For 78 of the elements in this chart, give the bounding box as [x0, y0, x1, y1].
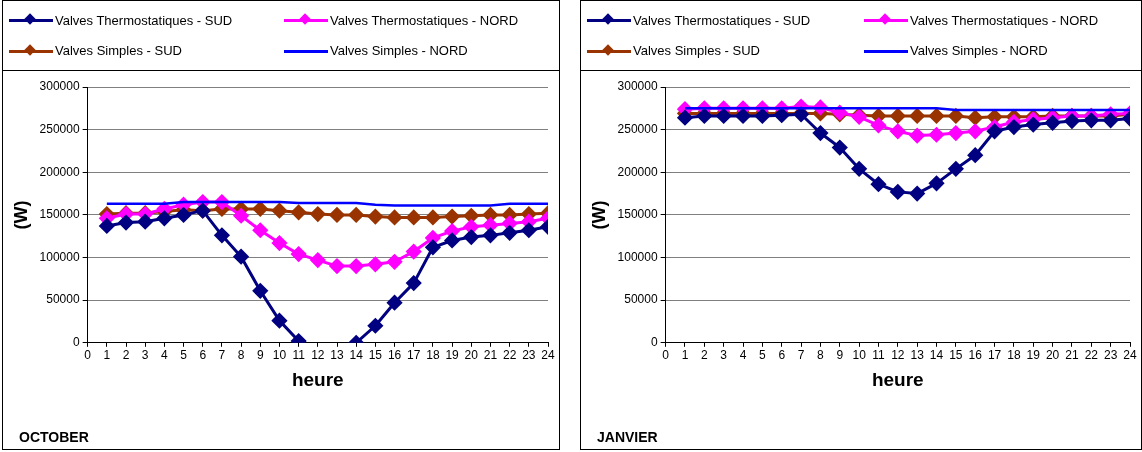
x-tick-label: 8 — [817, 348, 825, 363]
x-tick-label: 14 — [929, 348, 944, 363]
x-tick-label: 7 — [797, 348, 805, 363]
y-tick-label: 150000 — [617, 207, 658, 222]
y-tick-label: 200000 — [39, 164, 80, 179]
x-tick-label: 21 — [1065, 348, 1079, 363]
x-tick-label: 10 — [272, 348, 287, 363]
x-axis-title: heure — [871, 368, 924, 390]
x-tick-label: 18 — [426, 348, 440, 363]
y-tick-label: 0 — [72, 335, 80, 350]
x-tick-label: 2 — [122, 348, 130, 363]
x-tick-label: 11 — [292, 348, 306, 363]
x-tick-label: 23 — [522, 348, 536, 363]
x-tick-label: 15 — [949, 348, 963, 363]
y-tick-label: 250000 — [617, 121, 658, 136]
y-tick-label: 250000 — [39, 121, 80, 136]
y-tick-label: 300000 — [617, 79, 658, 94]
x-tick-label: 9 — [256, 348, 264, 363]
legend-label: Valves Simples - NORD — [330, 43, 468, 59]
text: JANVIER — [597, 429, 658, 445]
x-tick-label: 17 — [987, 348, 1002, 363]
x-tick-label: 18 — [1007, 348, 1021, 363]
y-axis-title: (W) — [588, 200, 609, 230]
x-tick-label: 16 — [968, 348, 983, 363]
x-tick-label: 13 — [910, 348, 925, 363]
y-axis-title: (W) — [10, 200, 31, 230]
x-tick-label: 5 — [180, 348, 188, 363]
x-tick-label: 1 — [103, 348, 111, 363]
legend-label: Valves Simples - NORD — [910, 43, 1048, 59]
x-tick-label: 19 — [1026, 348, 1041, 363]
y-tick-label: 300000 — [39, 79, 80, 94]
legend-label: Valves Thermostatiques - SUD — [633, 12, 811, 28]
x-tick-label: 24 — [541, 348, 555, 363]
text: OCTOBER — [19, 429, 89, 445]
x-tick-label: 9 — [836, 348, 844, 363]
y-tick-label: 50000 — [624, 292, 658, 307]
x-tick-label: 22 — [1084, 348, 1099, 363]
legend-label: Valves Thermostatiques - SUD — [55, 12, 233, 28]
y-tick-label: 200000 — [617, 164, 658, 179]
x-tick-label: 5 — [759, 348, 767, 363]
x-tick-label: 7 — [218, 348, 226, 363]
x-tick-label: 6 — [199, 348, 207, 363]
legend-label: Valves Simples - SUD — [55, 43, 182, 59]
y-tick-label: 50000 — [46, 292, 80, 307]
x-tick-label: 12 — [311, 348, 325, 363]
x-tick-label: 3 — [720, 348, 728, 363]
y-tick-label: 150000 — [39, 207, 80, 222]
y-tick-label: 100000 — [39, 249, 80, 264]
x-tick-label: 3 — [141, 348, 149, 363]
y-tick-label: 100000 — [617, 249, 658, 264]
legend-label: Valves Simples - SUD — [633, 43, 760, 59]
x-tick-label: 20 — [1045, 348, 1060, 363]
x-tick-label: 15 — [368, 348, 383, 363]
x-tick-label: 10 — [852, 348, 867, 363]
x-tick-label: 6 — [778, 348, 786, 363]
x-tick-label: 4 — [161, 348, 169, 363]
x-tick-label: 12 — [891, 348, 905, 363]
x-tick-label: 16 — [387, 348, 402, 363]
x-tick-label: 0 — [662, 348, 670, 363]
x-axis-title: heure — [291, 368, 344, 390]
legend-label: Valves Thermostatiques - NORD — [330, 12, 519, 28]
x-tick-label: 13 — [330, 348, 344, 363]
x-tick-label: 17 — [407, 348, 421, 363]
y-tick-label: 0 — [650, 335, 658, 350]
x-tick-label: 21 — [483, 348, 498, 363]
x-tick-label: 0 — [84, 348, 92, 363]
x-tick-label: 20 — [464, 348, 479, 363]
x-tick-label: 14 — [349, 348, 364, 363]
legend-label: Valves Thermostatiques - NORD — [910, 12, 1099, 28]
x-tick-label: 8 — [237, 348, 245, 363]
x-tick-label: 23 — [1103, 348, 1118, 363]
x-tick-label: 19 — [445, 348, 460, 363]
x-tick-label: 24 — [1123, 348, 1137, 363]
x-tick-label: 22 — [502, 348, 517, 363]
x-tick-label: 1 — [681, 348, 689, 363]
x-tick-label: 4 — [739, 348, 747, 363]
x-tick-label: 2 — [701, 348, 708, 363]
x-tick-label: 11 — [872, 348, 886, 363]
